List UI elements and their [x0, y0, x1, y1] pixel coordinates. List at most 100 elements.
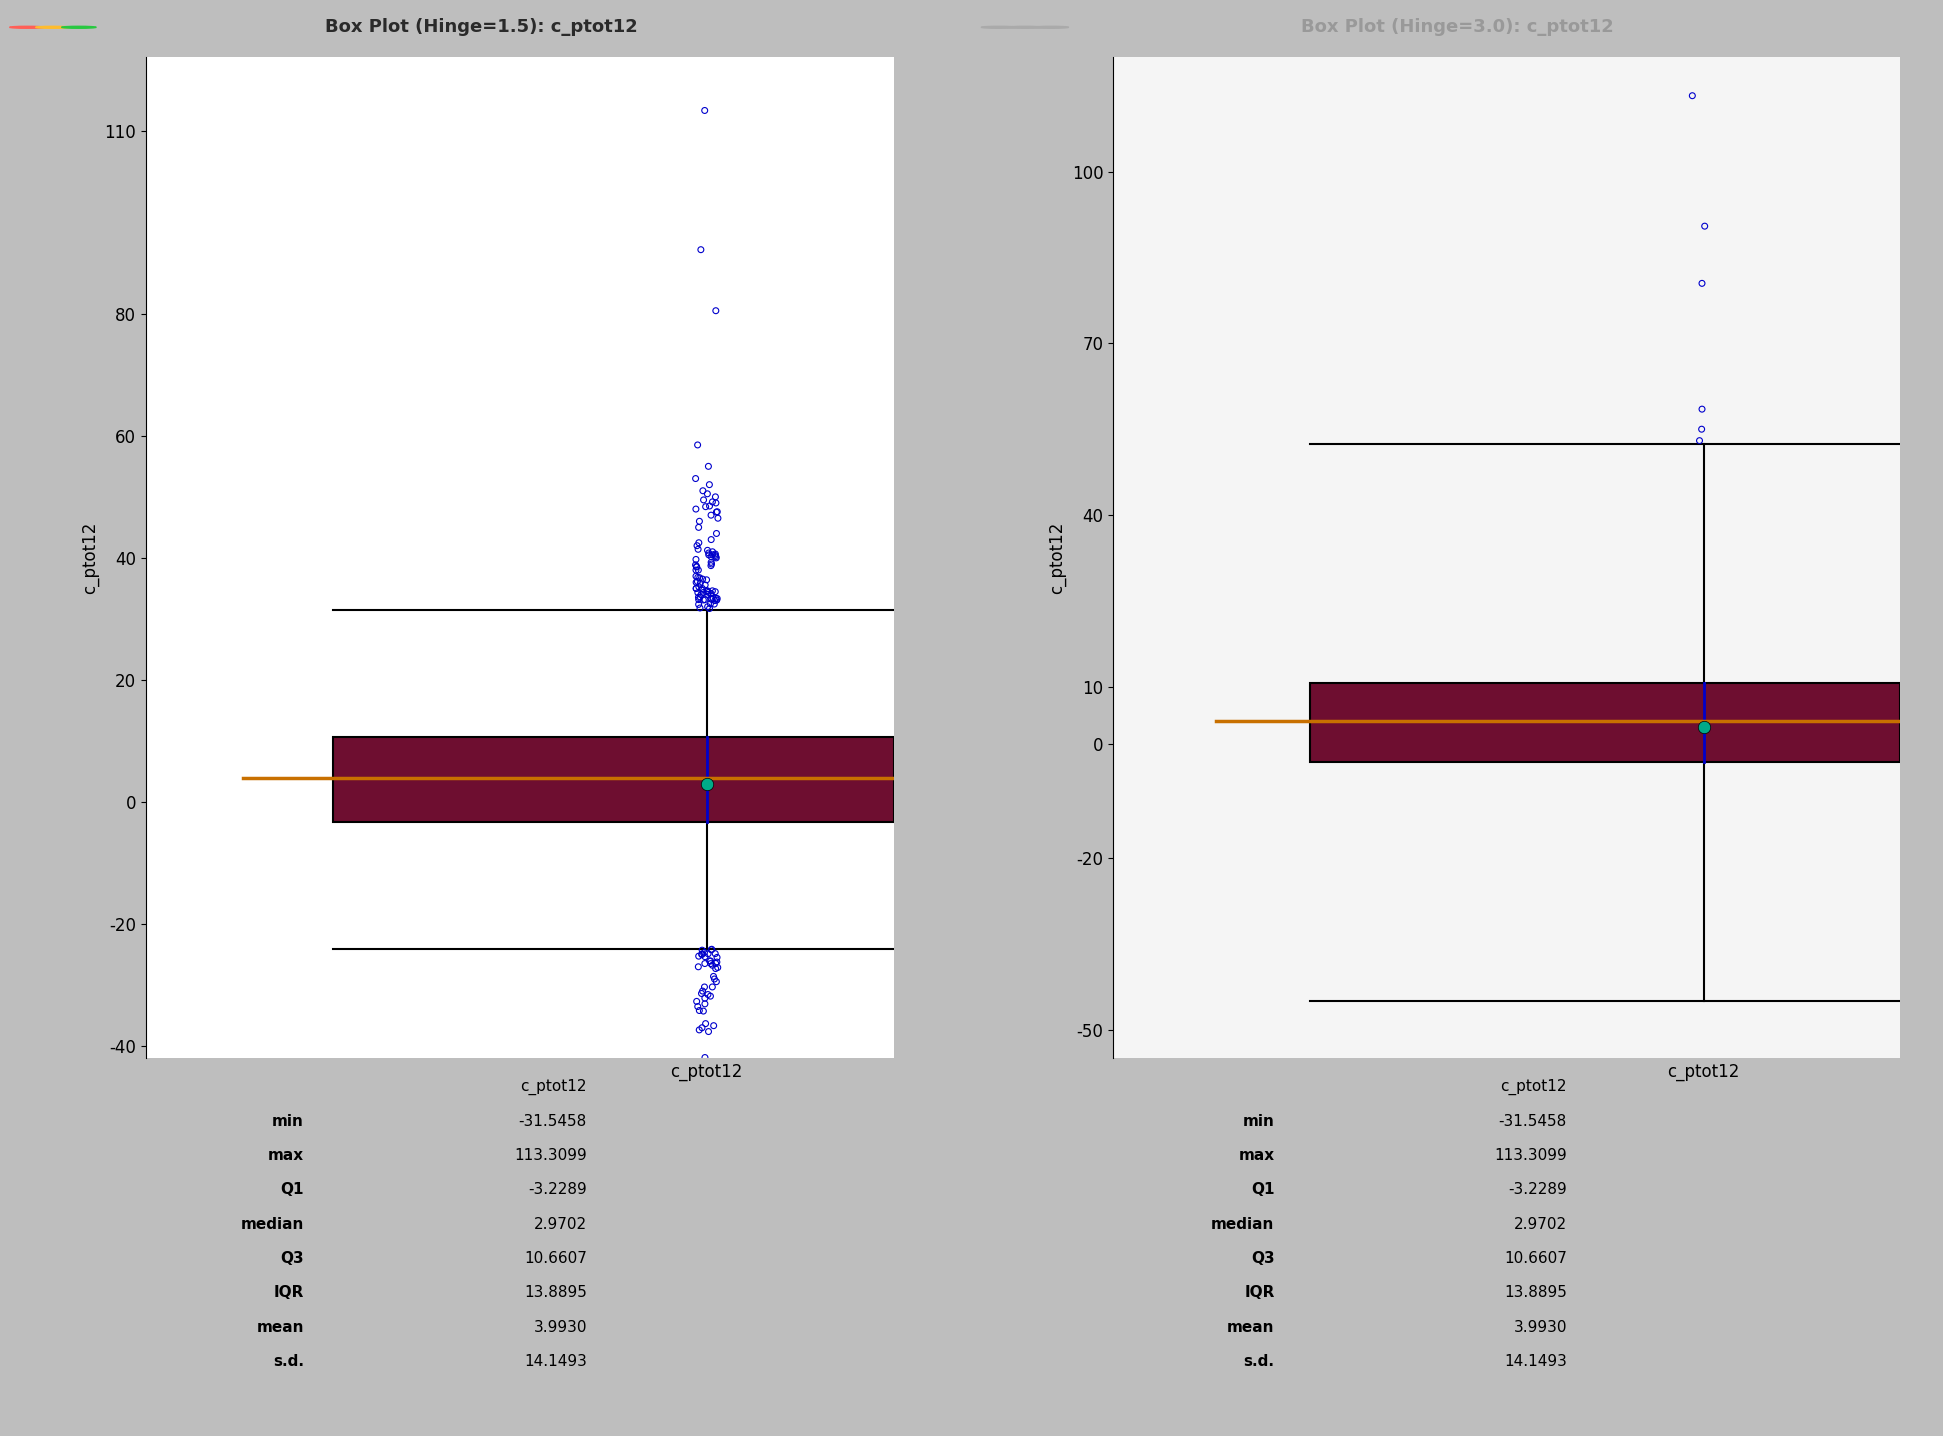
- Point: [688, 488, 719, 511]
- Point: [1687, 398, 1718, 421]
- Point: [690, 573, 721, 596]
- Point: [696, 587, 727, 610]
- Text: mean: mean: [256, 1320, 303, 1334]
- Point: [682, 534, 713, 557]
- Bar: [332, 737, 894, 821]
- Text: c_ptot12: c_ptot12: [521, 1078, 587, 1096]
- Point: [696, 949, 727, 972]
- Point: [682, 582, 713, 605]
- Point: [1685, 429, 1716, 452]
- Text: 2.9702: 2.9702: [534, 1216, 587, 1232]
- Point: [694, 582, 725, 605]
- Point: [684, 516, 715, 538]
- Point: [684, 999, 715, 1022]
- Text: 113.3099: 113.3099: [1494, 1147, 1566, 1163]
- Text: 14.1493: 14.1493: [525, 1354, 587, 1369]
- Point: [684, 576, 715, 599]
- Point: [694, 1020, 725, 1043]
- Point: [688, 582, 719, 605]
- Point: [684, 572, 715, 595]
- Point: [692, 942, 723, 965]
- Point: [686, 577, 717, 600]
- Point: [699, 491, 731, 514]
- Text: Q1: Q1: [280, 1182, 303, 1198]
- Point: [701, 951, 733, 974]
- Text: s.d.: s.d.: [274, 1354, 303, 1369]
- Point: [696, 528, 727, 551]
- Point: [680, 564, 711, 587]
- Point: [692, 569, 723, 592]
- Bar: [1310, 682, 1900, 763]
- Point: [699, 299, 731, 322]
- Point: [696, 504, 727, 527]
- Text: 3.9930: 3.9930: [534, 1320, 587, 1334]
- Point: [688, 979, 719, 1002]
- Point: [692, 583, 723, 606]
- Text: mean: mean: [1228, 1320, 1275, 1334]
- Point: [701, 946, 733, 969]
- Point: [680, 553, 711, 576]
- Point: [686, 238, 717, 261]
- Point: [684, 566, 715, 589]
- Point: [699, 956, 731, 979]
- Point: [699, 546, 731, 569]
- Point: [686, 982, 717, 1005]
- Point: [682, 570, 713, 593]
- Point: [690, 952, 721, 975]
- Point: [682, 566, 713, 589]
- Text: Box Plot (Hinge=1.5): c_ptot12: Box Plot (Hinge=1.5): c_ptot12: [324, 19, 637, 36]
- Y-axis label: c_ptot12: c_ptot12: [1049, 521, 1067, 595]
- Point: [1688, 214, 1720, 237]
- Point: [698, 587, 729, 610]
- Point: [680, 559, 711, 582]
- Point: [680, 549, 711, 572]
- Point: [1687, 418, 1718, 441]
- Point: [696, 592, 727, 615]
- Text: min: min: [272, 1114, 303, 1129]
- Point: [682, 538, 713, 561]
- Text: Q1: Q1: [1251, 1182, 1275, 1198]
- Text: IQR: IQR: [1244, 1285, 1275, 1301]
- Text: 13.8895: 13.8895: [1504, 1285, 1566, 1301]
- Point: [698, 975, 729, 998]
- Point: [701, 971, 733, 994]
- Point: [684, 589, 715, 612]
- Point: [696, 985, 727, 1008]
- Point: [692, 773, 723, 796]
- Point: [686, 579, 717, 602]
- Point: [694, 543, 725, 566]
- Point: [690, 1045, 721, 1068]
- Point: [701, 589, 733, 612]
- Point: [694, 474, 725, 497]
- Point: [692, 538, 723, 561]
- Point: [684, 510, 715, 533]
- Point: [690, 941, 721, 964]
- Point: [682, 434, 713, 457]
- Point: [688, 480, 719, 503]
- Point: [682, 955, 713, 978]
- Point: [1688, 715, 1720, 738]
- Point: [699, 544, 731, 567]
- Text: Box Plot (Hinge=3.0): c_ptot12: Box Plot (Hinge=3.0): c_ptot12: [1302, 19, 1613, 36]
- Point: [696, 938, 727, 961]
- Point: [699, 589, 731, 612]
- Point: [698, 540, 729, 563]
- Point: [698, 954, 729, 976]
- Point: [698, 543, 729, 566]
- Text: max: max: [268, 1147, 303, 1163]
- Point: [680, 572, 711, 595]
- Point: [696, 554, 727, 577]
- Text: 10.6607: 10.6607: [1504, 1251, 1566, 1267]
- Point: [682, 556, 713, 579]
- Point: [696, 553, 727, 576]
- Point: [701, 587, 733, 610]
- Y-axis label: c_ptot12: c_ptot12: [82, 521, 99, 595]
- Point: [694, 455, 725, 478]
- Point: [692, 482, 723, 505]
- Point: [694, 949, 725, 972]
- Point: [699, 543, 731, 566]
- Point: [684, 945, 715, 968]
- Point: [690, 945, 721, 968]
- Circle shape: [35, 26, 70, 29]
- Point: [701, 501, 733, 524]
